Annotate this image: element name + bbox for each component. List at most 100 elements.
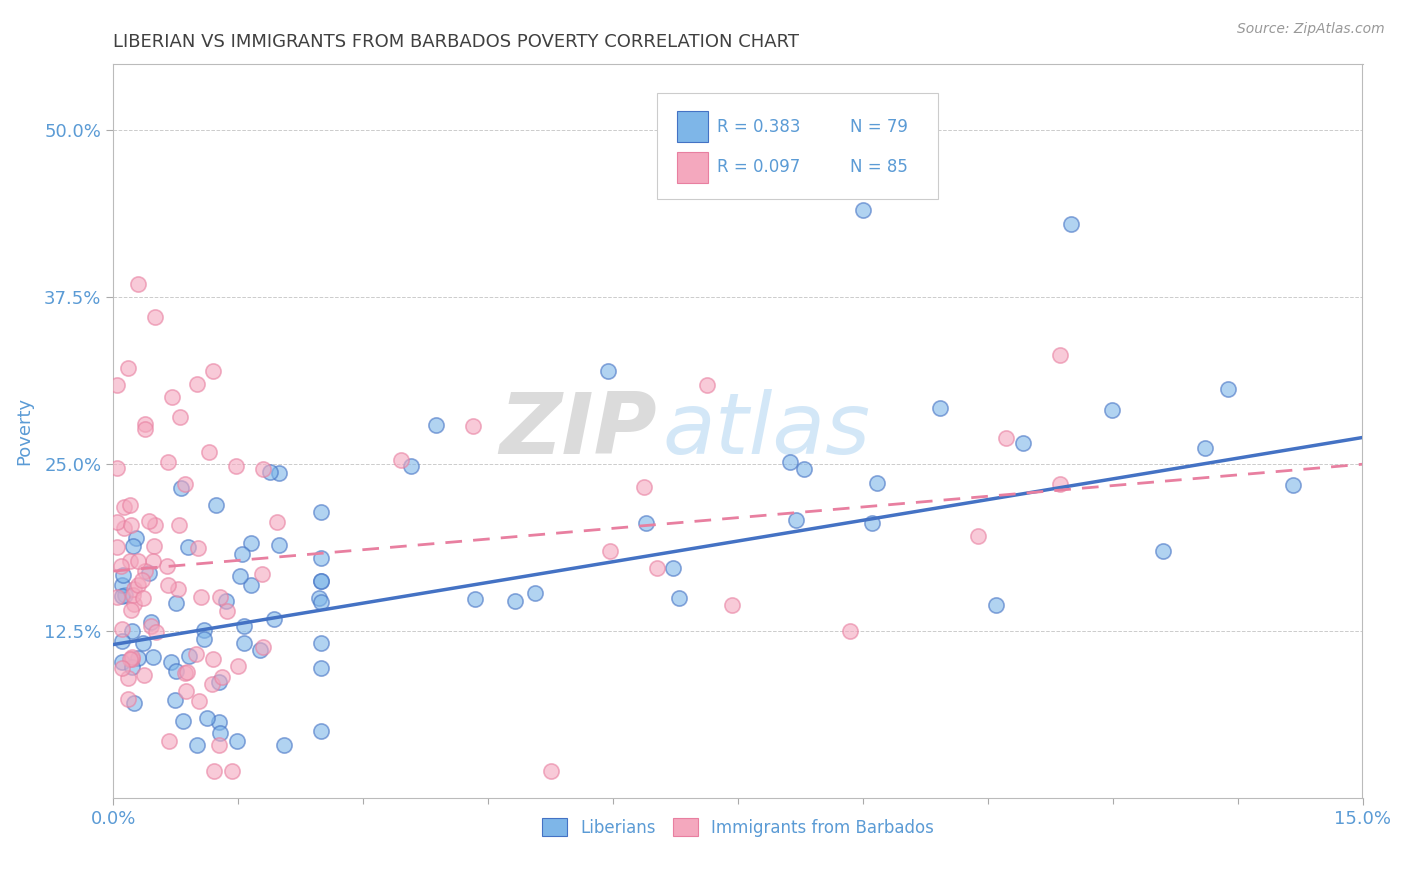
Point bbox=[122, 539, 145, 553]
Point bbox=[209, 726, 232, 740]
Point bbox=[645, 561, 668, 575]
Point bbox=[118, 499, 141, 513]
Point bbox=[121, 660, 143, 674]
Point bbox=[391, 452, 413, 467]
Point bbox=[172, 714, 194, 728]
Point bbox=[176, 665, 198, 679]
Point bbox=[1049, 348, 1071, 362]
Point bbox=[860, 516, 883, 530]
Point bbox=[205, 499, 228, 513]
Point bbox=[141, 615, 163, 629]
Point bbox=[111, 589, 134, 603]
Point bbox=[122, 696, 145, 710]
Point bbox=[117, 671, 139, 685]
Point bbox=[125, 531, 148, 545]
Point bbox=[866, 476, 889, 491]
Point bbox=[145, 624, 167, 639]
Point bbox=[1218, 382, 1240, 396]
Point bbox=[1060, 217, 1083, 231]
Point bbox=[233, 619, 256, 633]
Point bbox=[187, 541, 209, 555]
Text: atlas: atlas bbox=[664, 389, 870, 473]
Point bbox=[121, 624, 143, 638]
Point bbox=[311, 636, 333, 650]
Point bbox=[193, 623, 215, 637]
Point bbox=[785, 513, 807, 527]
Point bbox=[1012, 436, 1035, 450]
Text: N = 85: N = 85 bbox=[851, 158, 908, 176]
Point bbox=[120, 603, 142, 617]
Point bbox=[121, 649, 143, 664]
Point bbox=[165, 596, 187, 610]
Point bbox=[134, 417, 156, 432]
Point bbox=[308, 591, 330, 606]
Point bbox=[208, 715, 231, 730]
Y-axis label: Poverty: Poverty bbox=[15, 397, 32, 465]
Point bbox=[143, 539, 166, 553]
Point bbox=[118, 651, 141, 665]
Point bbox=[793, 461, 815, 475]
Point bbox=[132, 591, 155, 606]
Point bbox=[228, 569, 250, 583]
Point bbox=[188, 694, 211, 708]
Point bbox=[195, 711, 218, 725]
Point bbox=[186, 377, 208, 392]
Point bbox=[107, 516, 129, 530]
Point bbox=[207, 738, 229, 752]
Point bbox=[127, 554, 149, 568]
Point bbox=[252, 462, 274, 476]
Point bbox=[252, 640, 274, 654]
Point bbox=[112, 500, 135, 515]
Point bbox=[231, 547, 253, 561]
Point bbox=[311, 595, 333, 609]
Point bbox=[193, 632, 215, 646]
Point bbox=[966, 529, 988, 543]
Point bbox=[221, 764, 243, 779]
Point bbox=[215, 594, 238, 608]
Point bbox=[269, 466, 291, 480]
Point bbox=[984, 599, 1007, 613]
Point bbox=[112, 521, 135, 535]
Point bbox=[167, 518, 190, 533]
Point bbox=[202, 764, 225, 779]
Point bbox=[661, 561, 683, 575]
Point bbox=[138, 566, 160, 580]
Point bbox=[121, 652, 143, 666]
Point bbox=[134, 668, 156, 682]
Point bbox=[503, 594, 526, 608]
Point bbox=[174, 666, 197, 681]
Point bbox=[127, 277, 149, 291]
Point bbox=[112, 567, 135, 582]
Point bbox=[311, 661, 333, 675]
Point bbox=[186, 647, 208, 661]
Point bbox=[111, 655, 134, 669]
Point bbox=[157, 578, 180, 592]
Point bbox=[464, 592, 486, 607]
Point bbox=[598, 363, 620, 377]
Point bbox=[240, 536, 263, 550]
Point bbox=[143, 517, 166, 532]
Point bbox=[134, 565, 156, 579]
Point bbox=[1194, 441, 1216, 455]
Point bbox=[132, 636, 155, 650]
Point bbox=[779, 455, 801, 469]
Point bbox=[117, 692, 139, 706]
Point bbox=[177, 540, 200, 554]
Point bbox=[225, 459, 247, 474]
Point bbox=[143, 310, 166, 325]
Text: Source: ZipAtlas.com: Source: ZipAtlas.com bbox=[1237, 22, 1385, 37]
Point bbox=[111, 634, 134, 648]
Point bbox=[928, 401, 950, 415]
Point bbox=[138, 515, 160, 529]
Point bbox=[117, 361, 139, 376]
Point bbox=[160, 391, 183, 405]
Point bbox=[201, 677, 224, 691]
Point bbox=[186, 738, 208, 752]
Point bbox=[169, 410, 191, 425]
Text: R = 0.097: R = 0.097 bbox=[717, 158, 800, 176]
Legend: Liberians, Immigrants from Barbados: Liberians, Immigrants from Barbados bbox=[534, 810, 942, 845]
Point bbox=[1152, 544, 1174, 558]
Point bbox=[142, 554, 165, 568]
Text: LIBERIAN VS IMMIGRANTS FROM BARBADOS POVERTY CORRELATION CHART: LIBERIAN VS IMMIGRANTS FROM BARBADOS POV… bbox=[114, 33, 799, 51]
Point bbox=[209, 590, 232, 604]
